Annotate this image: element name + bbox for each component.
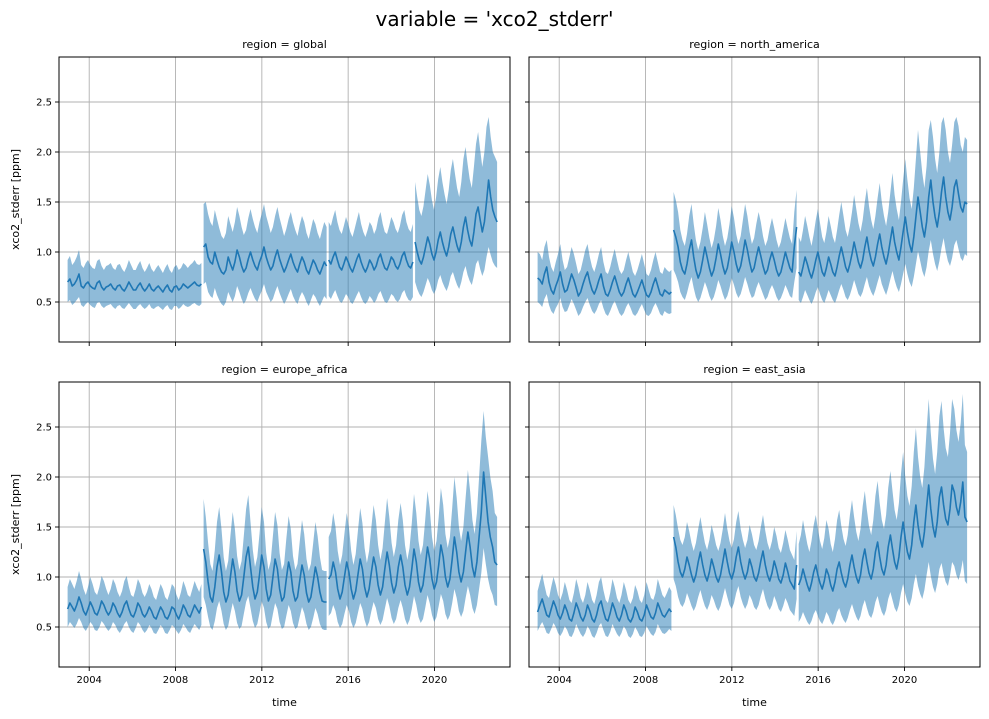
uncertainty-band-1 xyxy=(537,574,672,638)
y-tick-label: 1.5 xyxy=(36,523,52,534)
mean-line-4 xyxy=(414,179,498,265)
figure-title: variable = 'xco2_stderr' xyxy=(376,7,614,31)
x-tick-label: 2004 xyxy=(546,675,571,686)
x-tick-label: 2016 xyxy=(335,675,360,686)
x-tick-label: 2008 xyxy=(163,675,188,686)
uncertainty-band-3 xyxy=(328,210,413,304)
mean-line-3 xyxy=(797,481,968,592)
y-axis-label: xco2_stderr [ppm] xyxy=(9,474,22,575)
mean-line-2 xyxy=(202,546,327,603)
mean-line-2 xyxy=(672,226,798,279)
series-group xyxy=(536,394,968,638)
mean-line-3 xyxy=(797,176,968,279)
x-axis-label: time xyxy=(272,696,297,709)
x-tick-label: 2008 xyxy=(633,675,658,686)
panel-title: region = east_asia xyxy=(703,363,805,376)
y-tick-label: 1.5 xyxy=(36,198,52,209)
y-tick-label: 0.5 xyxy=(36,298,52,309)
x-tick-label: 2016 xyxy=(805,675,830,686)
uncertainty-band-3 xyxy=(798,394,968,625)
mean-line-1 xyxy=(66,596,203,620)
x-tick-label: 2020 xyxy=(422,675,447,686)
uncertainty-band-1 xyxy=(537,240,672,316)
series-group xyxy=(66,411,498,634)
y-axis-label: xco2_stderr [ppm] xyxy=(9,149,22,250)
axes-frame xyxy=(58,56,511,343)
series-group xyxy=(66,117,498,310)
mean-line-1 xyxy=(66,273,202,293)
y-tick-label: 2.0 xyxy=(36,148,52,159)
panel-north-america: region = north_america xyxy=(525,38,981,346)
x-tick-label: 2012 xyxy=(249,675,274,686)
y-tick-label: 2.0 xyxy=(36,473,52,484)
x-axis-label: time xyxy=(742,696,767,709)
y-tick-label: 2.5 xyxy=(36,98,52,109)
x-tick-label: 2004 xyxy=(76,675,101,686)
y-tick-label: 1.0 xyxy=(36,248,52,259)
x-tick-label: 2020 xyxy=(892,675,917,686)
panel-east-asia: 2004 2008 2012 2016 2020 region = east_asiati… xyxy=(525,363,981,709)
x-tick-label: 2012 xyxy=(719,675,744,686)
mean-line-3 xyxy=(327,251,414,273)
axes-frame xyxy=(528,56,981,343)
series-group xyxy=(537,117,968,316)
panel-title: region = north_america xyxy=(689,38,820,51)
axes-frame xyxy=(58,381,511,668)
uncertainty-band-4 xyxy=(415,117,498,297)
mean-line-2 xyxy=(202,243,328,275)
panel-global: 0.5 1.0 1.5 2.0 2.5 region = global xco2_stder… xyxy=(9,38,511,346)
uncertainty-band-1 xyxy=(67,250,202,310)
panel-europe-africa: 2004 2008 2012 2016 2020 0.5 1.0 1.5 2.0 2.5 regio… xyxy=(9,363,511,709)
mean-line-1 xyxy=(536,598,673,623)
uncertainty-band-3 xyxy=(798,117,968,304)
mean-line-1 xyxy=(537,266,672,298)
uncertainty-band-2 xyxy=(203,495,327,630)
panel-title: region = europe_africa xyxy=(222,363,348,376)
mean-line-3 xyxy=(328,471,498,600)
axes-frame xyxy=(528,381,981,668)
y-tick-label: 2.5 xyxy=(36,423,52,434)
y-tick-label: 1.0 xyxy=(36,573,52,584)
y-tick-label: 0.5 xyxy=(36,623,52,634)
mean-line-2 xyxy=(672,536,798,590)
uncertainty-band-1 xyxy=(67,571,202,634)
panel-title: region = global xyxy=(242,38,327,51)
